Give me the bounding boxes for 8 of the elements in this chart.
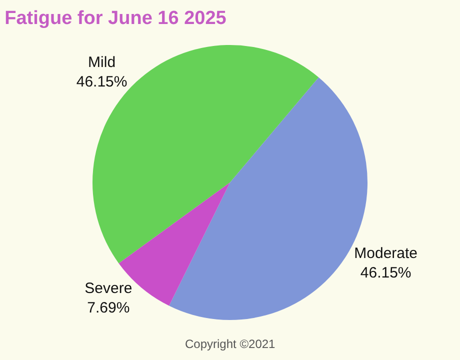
- text: Copyright ©2021: [185, 337, 276, 351]
- slice-label: Moderate: [354, 245, 418, 262]
- chart-title: Fatigue for June 16 2025: [4, 8, 227, 30]
- data-label: 46.15%: [76, 73, 128, 90]
- data-label: 7.69%: [87, 300, 130, 316]
- data-label: 46.15%: [360, 264, 412, 282]
- slice-label: Mild: [88, 54, 116, 71]
- slice-label: Severe: [84, 280, 132, 297]
